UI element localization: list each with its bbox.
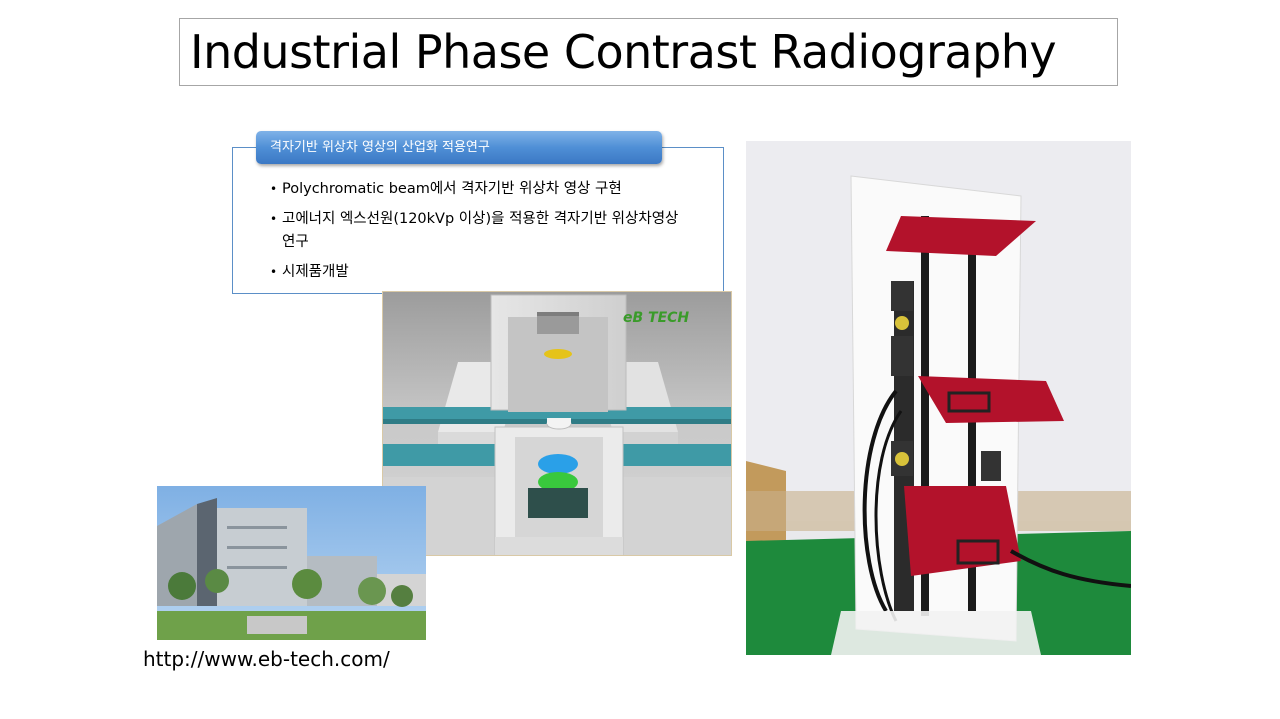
- equipment-illustration: [746, 141, 1131, 655]
- slide-title: Industrial Phase Contrast Radiography: [190, 25, 1057, 79]
- bullet-list: Polychromatic beam에서 격자기반 위상차 영상 구현 고에너지…: [270, 178, 690, 291]
- title-box: Industrial Phase Contrast Radiography: [179, 18, 1118, 86]
- bullet-item: 시제품개발: [270, 261, 690, 284]
- bullet-item: Polychromatic beam에서 격자기반 위상차 영상 구현: [270, 178, 690, 201]
- factory-building-photo: [157, 486, 426, 640]
- bullet-text: 고에너지 엑스선원(120kVp 이상)을 적용한 격자기반 위상차영상 연구: [282, 211, 679, 250]
- equipment-prototype-photo: [746, 141, 1131, 655]
- render-illustration: eB TECH: [383, 292, 731, 555]
- bullet-item: 고에너지 엑스선원(120kVp 이상)을 적용한 격자기반 위상차영상 연구: [270, 208, 690, 254]
- website-url: http://www.eb-tech.com/: [143, 647, 390, 671]
- logo-text: eB TECH: [623, 310, 689, 326]
- factory-illustration: [157, 486, 426, 640]
- equipment-render-image: eB TECH: [382, 291, 732, 556]
- info-header: 격자기반 위상차 영상의 산업화 적용연구: [256, 131, 662, 164]
- bullet-text: 시제품개발: [282, 264, 349, 280]
- bullet-text: Polychromatic beam에서 격자기반 위상차 영상 구현: [282, 181, 622, 197]
